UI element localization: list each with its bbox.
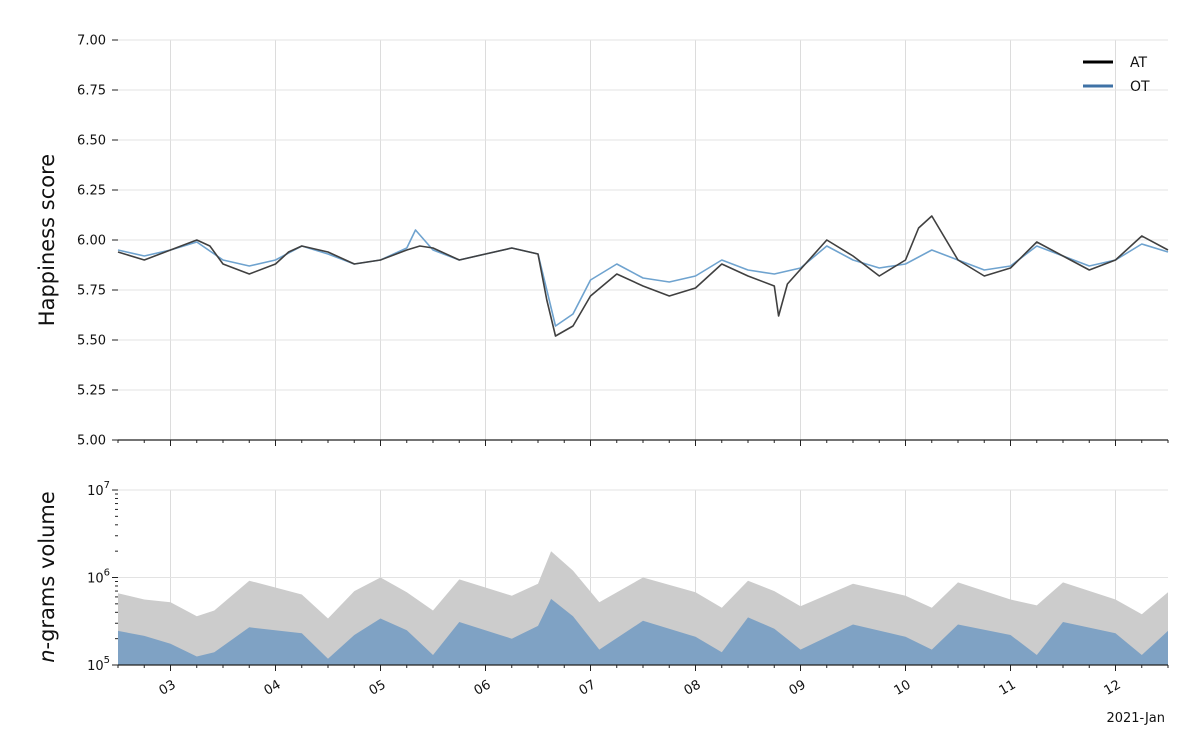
x-tick-label: 06	[472, 677, 494, 698]
x-tick-label: 08	[682, 677, 704, 698]
x-tick-label: 09	[787, 677, 809, 698]
happiness-y-tick-label: 7.00	[77, 34, 106, 49]
volume-y-tick-label: 106	[87, 568, 110, 587]
happiness-y-tick-label: 5.00	[77, 434, 106, 449]
x-tick-label: 07	[577, 677, 599, 698]
happiness-y-tick-label: 6.75	[77, 84, 106, 99]
happiness-panel: 5.00 5.25 5.50 5.75 6.00 6.25 6.50 6.75 7.00	[77, 34, 1169, 449]
x-tick-label: 03	[157, 677, 179, 698]
x-axis-month-label: 2021-Jan	[1106, 711, 1165, 726]
happiness-y-tick-label: 6.25	[77, 184, 106, 199]
happiness-y-tick-label: 5.25	[77, 384, 106, 399]
legend: AT OT	[1083, 55, 1150, 95]
x-tick-label: 12	[1102, 677, 1124, 698]
x-tick-label: 11	[997, 677, 1019, 698]
happiness-y-tick-label: 5.50	[77, 334, 106, 349]
volume-panel: 105 106 107 03 04 05 06 07 08 09 10 11 12	[87, 480, 1169, 699]
happiness-y-axis-title: Happiness score	[35, 154, 59, 326]
volume-area-ot	[118, 598, 1168, 665]
happiness-series-line-at	[117, 215, 1169, 337]
volume-y-tick-label: 105	[87, 655, 110, 674]
legend-label-at: AT	[1130, 55, 1147, 71]
x-tick-label: 10	[892, 677, 914, 698]
legend-label-ot: OT	[1130, 79, 1150, 95]
happiness-y-tick-label: 6.50	[77, 134, 106, 149]
happiness-y-tick-label: 6.00	[77, 234, 106, 249]
happiness-y-tick-label: 5.75	[77, 284, 106, 299]
x-tick-label: 05	[367, 677, 389, 698]
x-tick-label: 04	[262, 677, 284, 698]
volume-y-tick-label: 107	[87, 480, 110, 499]
volume-y-axis-title: n-grams volume	[35, 491, 59, 663]
